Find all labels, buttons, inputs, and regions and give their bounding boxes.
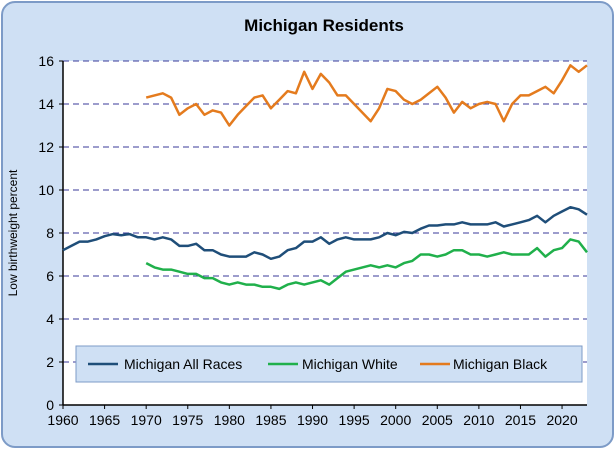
y-tick-label: 4 — [46, 311, 54, 327]
x-tick-label: 1965 — [89, 412, 120, 428]
x-tick-label: 2015 — [505, 412, 536, 428]
y-axis-label: Low birthweight percent — [6, 169, 20, 296]
x-tick-label: 1980 — [214, 412, 245, 428]
y-tick-label: 14 — [38, 96, 54, 112]
y-tick-label: 6 — [46, 268, 54, 284]
x-tick-label: 1990 — [297, 412, 328, 428]
legend-label: Michigan All Races — [124, 356, 242, 372]
y-tick-label: 8 — [46, 225, 54, 241]
x-tick-label: 2005 — [422, 412, 453, 428]
series-lines — [62, 64, 588, 291]
x-tick-label: 2000 — [380, 412, 411, 428]
y-tick-label: 0 — [46, 397, 54, 413]
series-line-3 — [145, 64, 588, 127]
x-tick-label: 1995 — [339, 412, 370, 428]
x-tick-label: 2020 — [546, 412, 577, 428]
y-tick-label: 2 — [46, 354, 54, 370]
legend: Michigan All Races Michigan White Michigan… — [75, 345, 583, 383]
x-tick-label: 1970 — [131, 412, 162, 428]
y-tick-label: 16 — [38, 53, 54, 69]
legend-label: Michigan White — [302, 356, 398, 372]
x-tick-label: 1960 — [47, 412, 78, 428]
series-line-2 — [145, 238, 588, 291]
legend-label: Michigan Black — [453, 356, 548, 372]
series-line-1 — [62, 205, 588, 261]
x-tick-label: 2010 — [463, 412, 494, 428]
y-tick-label: 12 — [38, 139, 54, 155]
chart-title: Michigan Residents — [244, 16, 404, 35]
legend-box — [75, 345, 583, 383]
y-tick-label: 10 — [38, 182, 54, 198]
x-tick-label: 1985 — [255, 412, 286, 428]
x-tick-label: 1975 — [172, 412, 203, 428]
tick-labels: 0 2 4 6 8 10 12 14 16 1960 1965 1970 1975 1980 1985 199… — [38, 53, 577, 428]
